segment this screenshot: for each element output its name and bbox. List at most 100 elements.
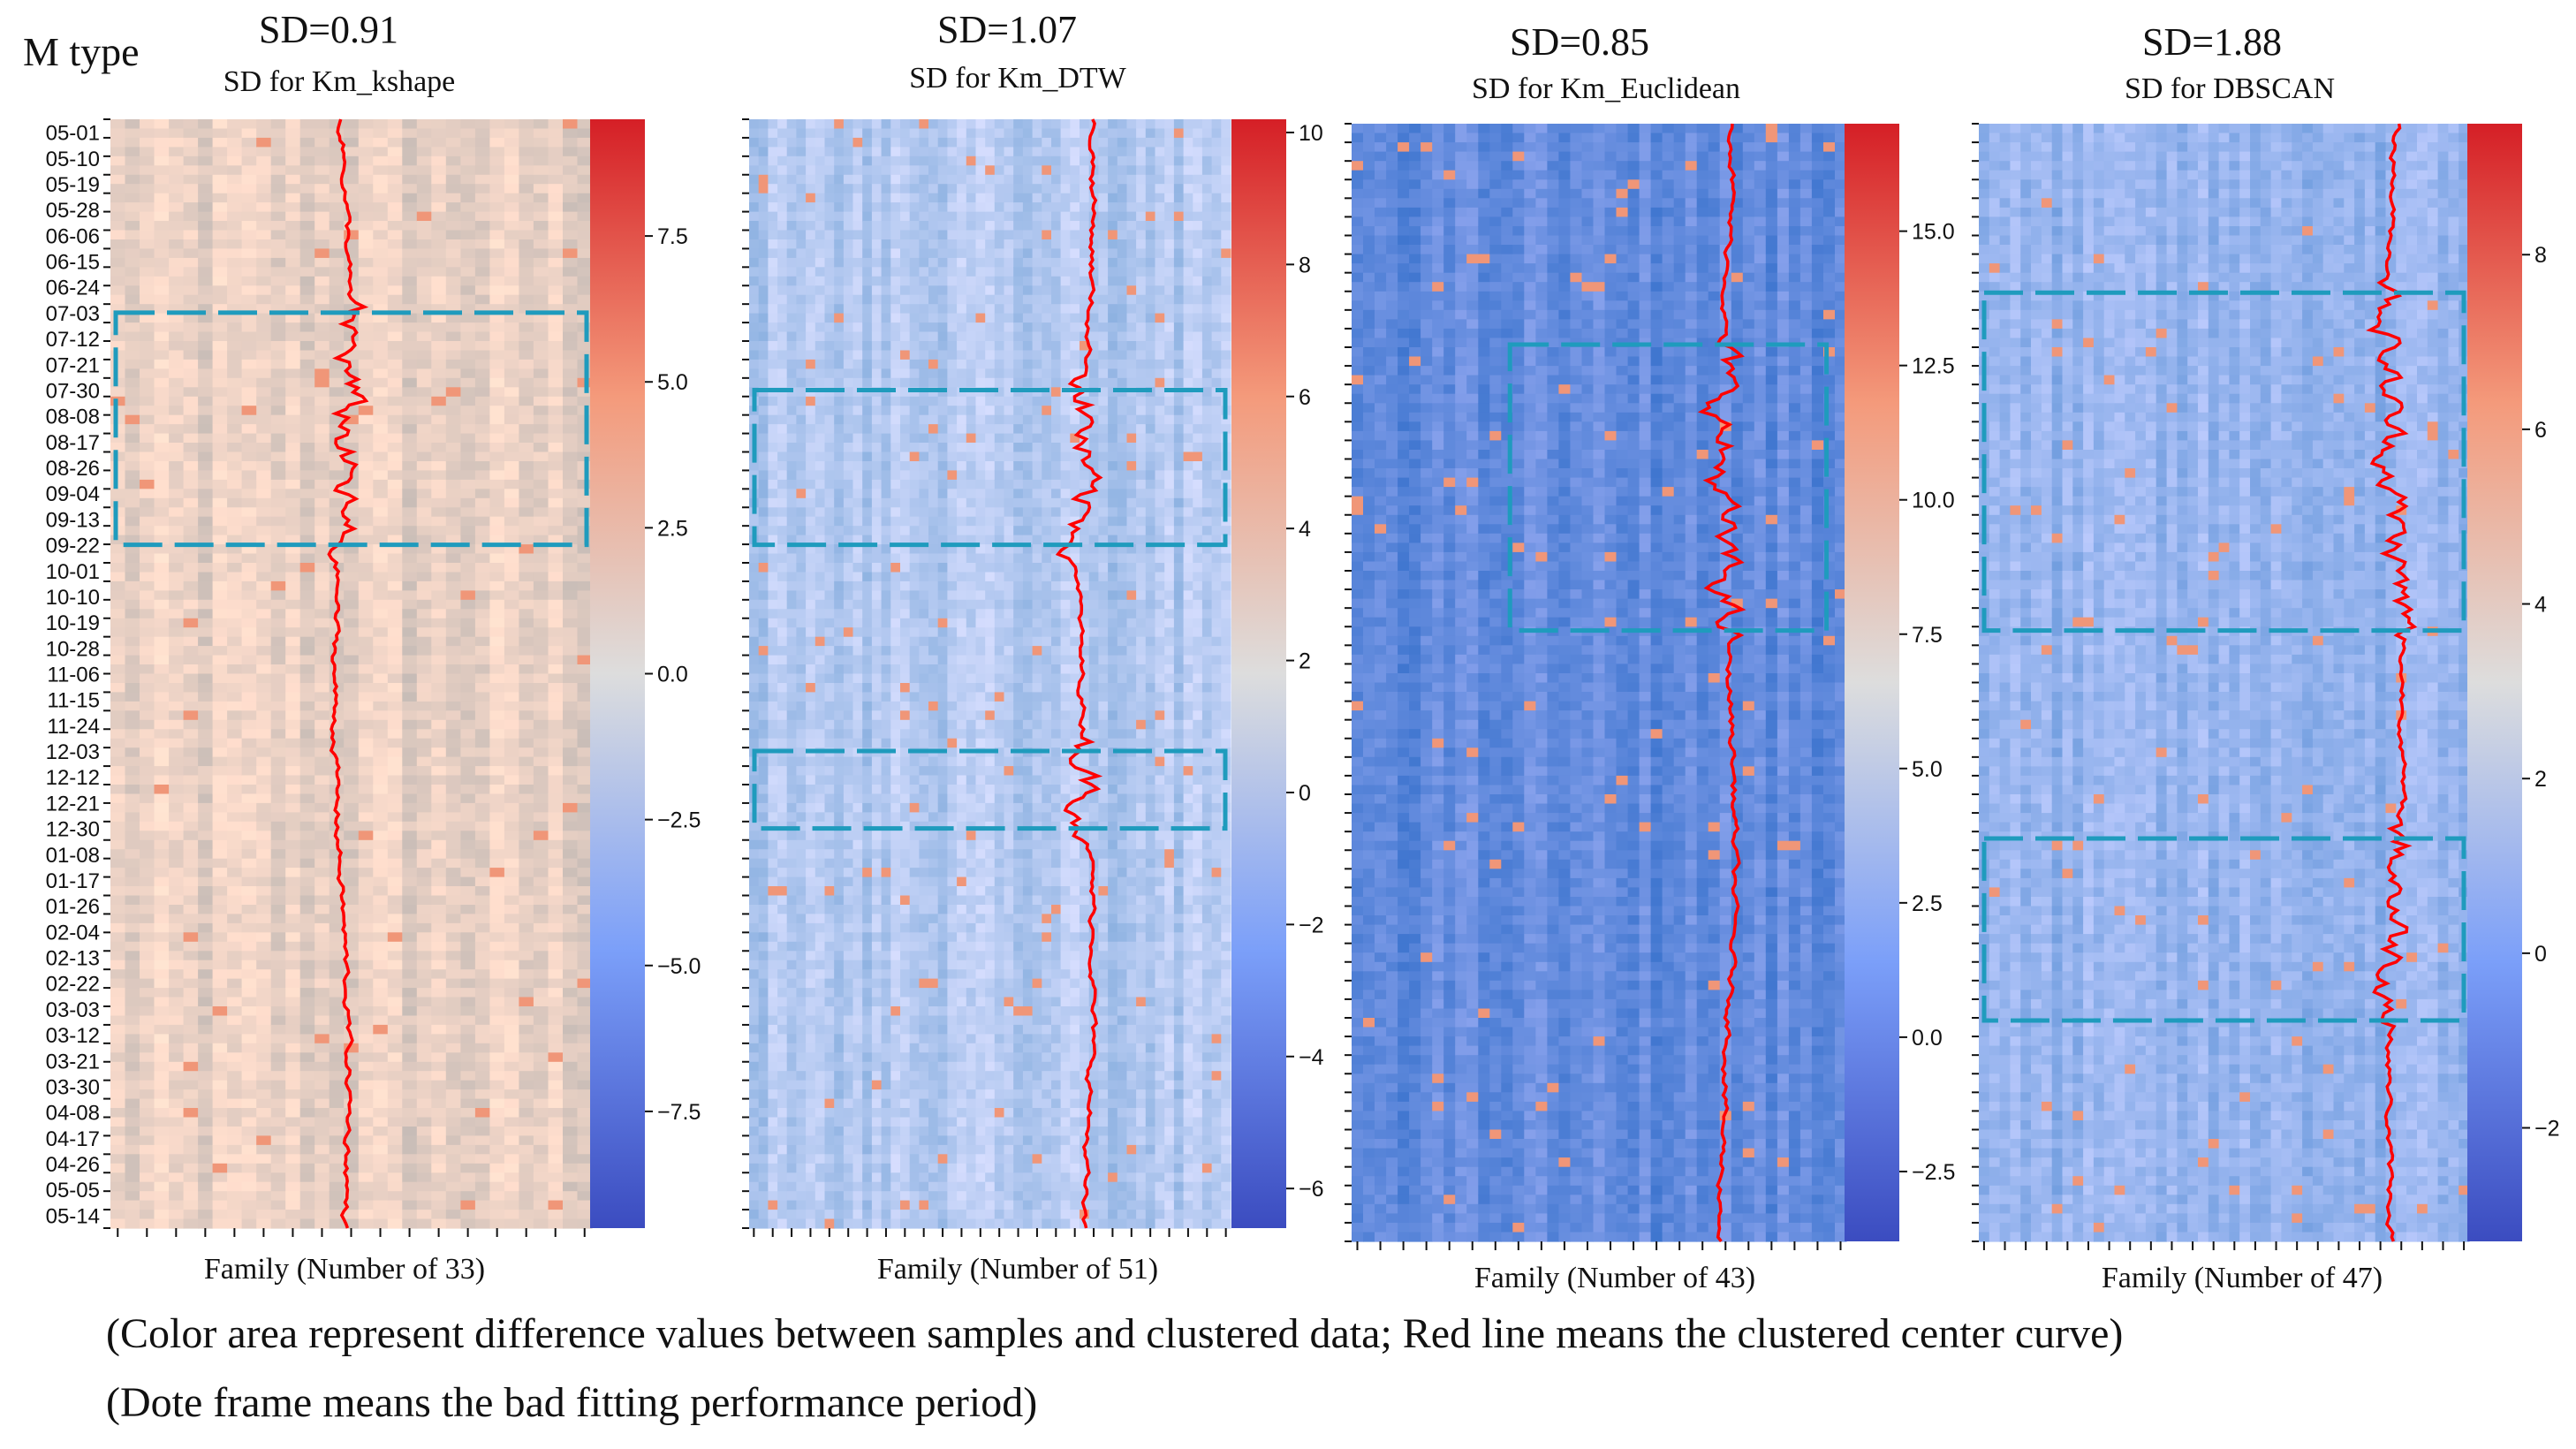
heatmap-cell	[329, 914, 345, 924]
heatmap-cell	[563, 756, 579, 767]
heatmap-cell	[358, 193, 374, 203]
heatmap-cell	[796, 313, 807, 323]
heatmap-cell	[806, 1181, 816, 1192]
heatmap-cell	[358, 285, 374, 296]
heatmap-cell	[154, 646, 170, 656]
heatmap-cell	[504, 1210, 519, 1220]
heatmap-cell	[299, 1154, 315, 1165]
heatmap-cell	[796, 526, 807, 536]
heatmap-cell	[154, 526, 170, 536]
heatmap-cell	[402, 839, 418, 850]
heatmap-cell	[299, 1098, 315, 1109]
heatmap-cell	[814, 285, 826, 296]
heatmap-cell	[519, 969, 534, 980]
heatmap-cell	[758, 341, 769, 352]
y-tick-label: 09-04	[46, 482, 100, 506]
heatmap-cell	[548, 202, 564, 213]
heatmap-cell	[125, 461, 140, 472]
heatmap-cell	[796, 414, 807, 425]
heatmap-cell	[256, 1154, 272, 1165]
heatmap-cell	[198, 516, 214, 527]
heatmap-cell	[270, 304, 286, 315]
heatmap-cell	[212, 858, 228, 869]
heatmap-cell	[758, 424, 769, 435]
heatmap-cell	[125, 156, 140, 166]
heatmap-cell	[169, 738, 185, 748]
heatmap-cell	[796, 747, 807, 758]
heatmap-cell	[504, 1043, 519, 1053]
heatmap-cell	[577, 572, 593, 582]
heatmap-cell	[198, 451, 214, 462]
heatmap-cell	[489, 1098, 505, 1109]
heatmap-cell	[373, 239, 389, 250]
heatmap-cell	[125, 646, 140, 656]
heatmap-cell	[329, 294, 345, 305]
heatmap-cell	[154, 609, 170, 619]
heatmap-cell	[786, 876, 797, 887]
heatmap-cell	[533, 849, 549, 860]
heatmap-cell	[796, 128, 807, 139]
heatmap-cell	[299, 802, 315, 813]
heatmap-cell	[329, 673, 345, 684]
y-tick-label: 04-17	[46, 1127, 100, 1151]
heatmap-cell	[758, 1071, 769, 1081]
heatmap-cell	[125, 655, 140, 665]
heatmap-cell	[183, 969, 199, 980]
heatmap-cell	[460, 489, 476, 499]
heatmap-cell	[806, 396, 816, 406]
heatmap-cell	[256, 304, 272, 315]
heatmap-cell	[299, 184, 315, 194]
heatmap-cell	[460, 221, 476, 231]
heatmap-cell	[198, 1172, 214, 1183]
heatmap-cell	[504, 424, 519, 435]
heatmap-cell	[285, 1127, 301, 1137]
heatmap-cell	[256, 793, 272, 804]
heatmap-cell	[504, 802, 519, 813]
heatmap-cell	[329, 1181, 345, 1192]
heatmap-cell	[387, 1117, 403, 1127]
heatmap-cell	[519, 553, 534, 564]
heatmap-cell	[110, 876, 126, 887]
heatmap-cell	[125, 1181, 140, 1192]
heatmap-cell	[314, 497, 330, 508]
heatmap-cell	[154, 839, 170, 850]
heatmap-cell	[474, 802, 490, 813]
heatmap-cell	[533, 1071, 549, 1081]
heatmap-cell	[758, 1034, 769, 1044]
heatmap-cell	[198, 599, 214, 610]
heatmap-cell	[110, 406, 126, 416]
heatmap-cell	[504, 230, 519, 240]
heatmap-cell	[416, 368, 432, 379]
heatmap-cell	[806, 895, 816, 906]
heatmap-cell	[373, 868, 389, 878]
heatmap-cell	[533, 1117, 549, 1127]
heatmap-cell	[358, 221, 374, 231]
heatmap-cell	[140, 905, 155, 915]
heatmap-cell	[140, 664, 155, 675]
heatmap-cell	[314, 969, 330, 980]
heatmap-cell	[198, 618, 214, 628]
heatmap-cell	[533, 544, 549, 555]
heatmap-cell	[169, 119, 185, 130]
heatmap-cell	[548, 756, 564, 767]
heatmap-cell	[227, 1098, 243, 1109]
heatmap-cell	[460, 479, 476, 489]
heatmap-cell	[387, 766, 403, 777]
heatmap-cell	[533, 1006, 549, 1017]
heatmap-cell	[416, 905, 432, 915]
heatmap-cell	[431, 276, 447, 286]
heatmap-cell	[460, 876, 476, 887]
heatmap-cell	[431, 636, 447, 647]
heatmap-cell	[314, 599, 330, 610]
heatmap-cell	[577, 839, 593, 850]
heatmap-cell	[329, 1191, 345, 1202]
y-tick-label: 09-13	[46, 508, 100, 532]
heatmap-cell	[786, 1024, 797, 1035]
heatmap-cell	[548, 221, 564, 231]
heatmap-cell	[110, 285, 126, 296]
heatmap-cell	[548, 433, 564, 444]
heatmap-cell	[402, 858, 418, 869]
heatmap-cell	[786, 396, 797, 406]
heatmap-cell	[460, 507, 476, 518]
heatmap-cell	[314, 1200, 330, 1210]
